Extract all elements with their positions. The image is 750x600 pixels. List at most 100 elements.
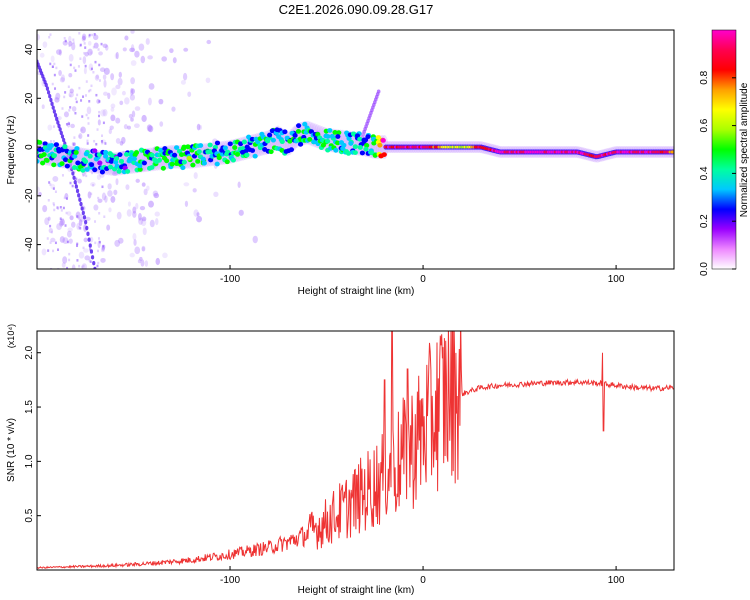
secondary-trace-point bbox=[75, 188, 80, 194]
noise-speck bbox=[98, 79, 101, 82]
noise-blob bbox=[102, 43, 108, 49]
noise-blob bbox=[138, 43, 145, 51]
main-trace-cell bbox=[244, 152, 250, 158]
noise-blob bbox=[155, 218, 159, 226]
main-trace-cell bbox=[241, 139, 248, 145]
noise-blob bbox=[127, 201, 131, 207]
main-trace-cell bbox=[348, 141, 354, 146]
noise-speck bbox=[85, 113, 88, 117]
noise-blob bbox=[114, 239, 121, 247]
main-trace-cell bbox=[292, 133, 298, 138]
noise-blob bbox=[130, 88, 135, 95]
main-trace-cell bbox=[336, 130, 342, 136]
rising-streak-point bbox=[376, 89, 381, 94]
noise-blob bbox=[132, 210, 137, 218]
noise-speck bbox=[69, 63, 72, 67]
noise-blob bbox=[141, 246, 145, 252]
noise-speck bbox=[83, 42, 86, 45]
noise-blob bbox=[152, 190, 159, 197]
secondary-trace-point bbox=[73, 179, 77, 185]
noise-speck bbox=[65, 211, 68, 215]
noise-blob bbox=[41, 248, 47, 256]
noise-blob bbox=[158, 98, 164, 105]
noise-blob bbox=[130, 44, 135, 52]
noise-speck bbox=[72, 38, 75, 42]
main-trace-cell bbox=[72, 153, 78, 159]
main-trace-cell bbox=[234, 152, 241, 157]
main-trace-cell bbox=[365, 134, 371, 140]
noise-blob bbox=[148, 83, 155, 90]
main-trace-cell bbox=[92, 148, 98, 154]
main-trace-cell bbox=[137, 167, 143, 172]
main-trace-cell bbox=[340, 146, 346, 151]
main-trace-cell bbox=[297, 141, 304, 147]
noise-speck bbox=[49, 224, 52, 228]
noise-blob bbox=[198, 124, 203, 130]
noise-blob bbox=[132, 206, 137, 214]
main-trace-cell bbox=[249, 148, 256, 153]
noise-speck bbox=[102, 121, 105, 125]
noise-blob bbox=[140, 55, 146, 64]
noise-speck bbox=[95, 142, 98, 146]
secondary-trace-point bbox=[86, 231, 90, 237]
secondary-trace-point bbox=[51, 105, 55, 110]
noise-speck bbox=[68, 109, 71, 112]
noise-speck bbox=[97, 261, 100, 265]
secondary-trace-point bbox=[74, 184, 78, 189]
main-trace-cell bbox=[162, 146, 168, 151]
spectrogram-panel: -100 0 100 -40 -20 0 20 40 Height of straight l… bbox=[6, 29, 675, 297]
noise-speck bbox=[94, 220, 97, 223]
noise-blob bbox=[122, 47, 127, 52]
main-trace-cell bbox=[113, 159, 119, 165]
noise-speck bbox=[52, 187, 55, 190]
colorbar-tick-label: 0.0 bbox=[699, 262, 710, 276]
noise-speck bbox=[49, 183, 52, 186]
colorbar-label: Normalized spectral amplitude bbox=[739, 82, 750, 217]
noise-blob bbox=[105, 44, 109, 51]
noise-speck bbox=[73, 170, 76, 173]
main-trace-cell bbox=[332, 129, 338, 135]
noise-blob bbox=[138, 217, 144, 225]
main-trace-cell bbox=[335, 140, 341, 146]
noise-speck bbox=[53, 125, 56, 128]
noise-speck bbox=[53, 203, 56, 207]
noise-blob bbox=[83, 237, 88, 243]
noise-blob bbox=[100, 257, 106, 263]
noise-speck bbox=[57, 207, 60, 210]
noise-blob bbox=[104, 195, 108, 203]
noise-speck bbox=[98, 110, 101, 114]
noise-blob bbox=[93, 34, 99, 41]
main-trace-cell bbox=[185, 144, 191, 150]
secondary-trace-point bbox=[62, 137, 66, 143]
main-trace-cell bbox=[195, 158, 201, 164]
noise-blob bbox=[196, 215, 202, 223]
main-trace-cell bbox=[352, 144, 358, 150]
spectrogram-heatmap bbox=[37, 30, 674, 269]
noise-speck bbox=[64, 224, 67, 227]
noise-blob bbox=[109, 125, 114, 130]
noise-blob bbox=[100, 247, 105, 253]
noise-speck bbox=[75, 177, 78, 181]
main-trace-cell bbox=[186, 155, 192, 161]
noise-speck bbox=[68, 252, 71, 256]
noise-speck bbox=[74, 183, 77, 186]
noise-blob bbox=[82, 56, 87, 65]
noise-blob bbox=[66, 230, 72, 238]
main-trace-cell bbox=[37, 140, 43, 145]
noise-blob bbox=[143, 188, 148, 196]
main-trace-cell bbox=[124, 169, 131, 174]
main-trace-cell bbox=[238, 141, 244, 147]
noise-speck bbox=[98, 211, 101, 215]
noise-speck bbox=[86, 142, 89, 145]
noise-blob bbox=[58, 49, 62, 56]
main-trace-cell bbox=[41, 152, 47, 157]
noise-speck bbox=[53, 208, 56, 212]
noise-blob bbox=[124, 97, 130, 105]
spectrogram-xtick-label: -100 bbox=[220, 274, 240, 285]
noise-blob bbox=[162, 252, 168, 259]
spectrogram-axes: -100 0 100 -40 -20 0 20 40 bbox=[24, 44, 625, 285]
snr-panel: -100 0 100 0.5 1.0 1.5 2.0 Height of straight … bbox=[6, 324, 675, 596]
noise-speck bbox=[49, 241, 52, 244]
main-trace-cell bbox=[48, 143, 55, 148]
noise-speck bbox=[67, 85, 70, 89]
